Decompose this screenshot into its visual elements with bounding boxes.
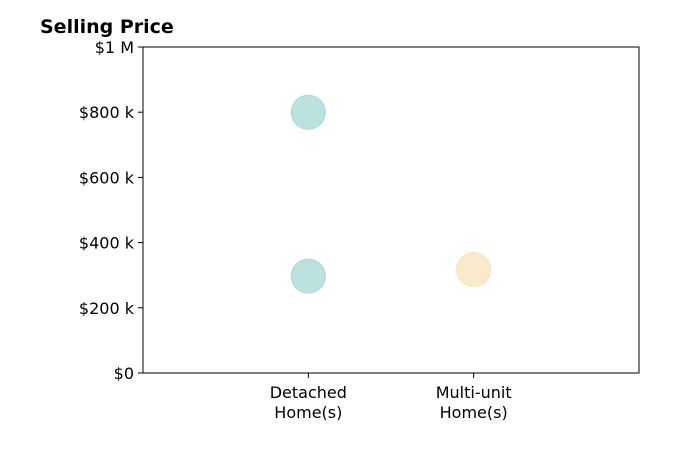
y-tick-label: $400 k	[79, 234, 135, 253]
plot-frame	[142, 46, 640, 374]
y-tick-label: $800 k	[79, 103, 135, 122]
data-point	[290, 258, 326, 294]
data-point	[456, 252, 492, 288]
y-tick-label: $0	[114, 364, 134, 383]
x-tick-label: Detached Home(s)	[270, 383, 347, 422]
x-tick-label: Multi-unit Home(s)	[436, 383, 512, 422]
y-axis: $0 $200 k $400 k $600 k $800 k $1 M	[79, 38, 143, 383]
y-tick-label: $200 k	[79, 299, 135, 318]
data-point	[290, 94, 326, 130]
y-tick-label: $600 k	[79, 168, 135, 187]
plot-border	[142, 46, 640, 374]
x-axis: Detached Home(s) Multi-unit Home(s)	[270, 373, 512, 422]
y-tick-label: $1 M	[95, 38, 134, 57]
chart-title: Selling Price	[40, 16, 174, 38]
data-points	[290, 94, 492, 294]
